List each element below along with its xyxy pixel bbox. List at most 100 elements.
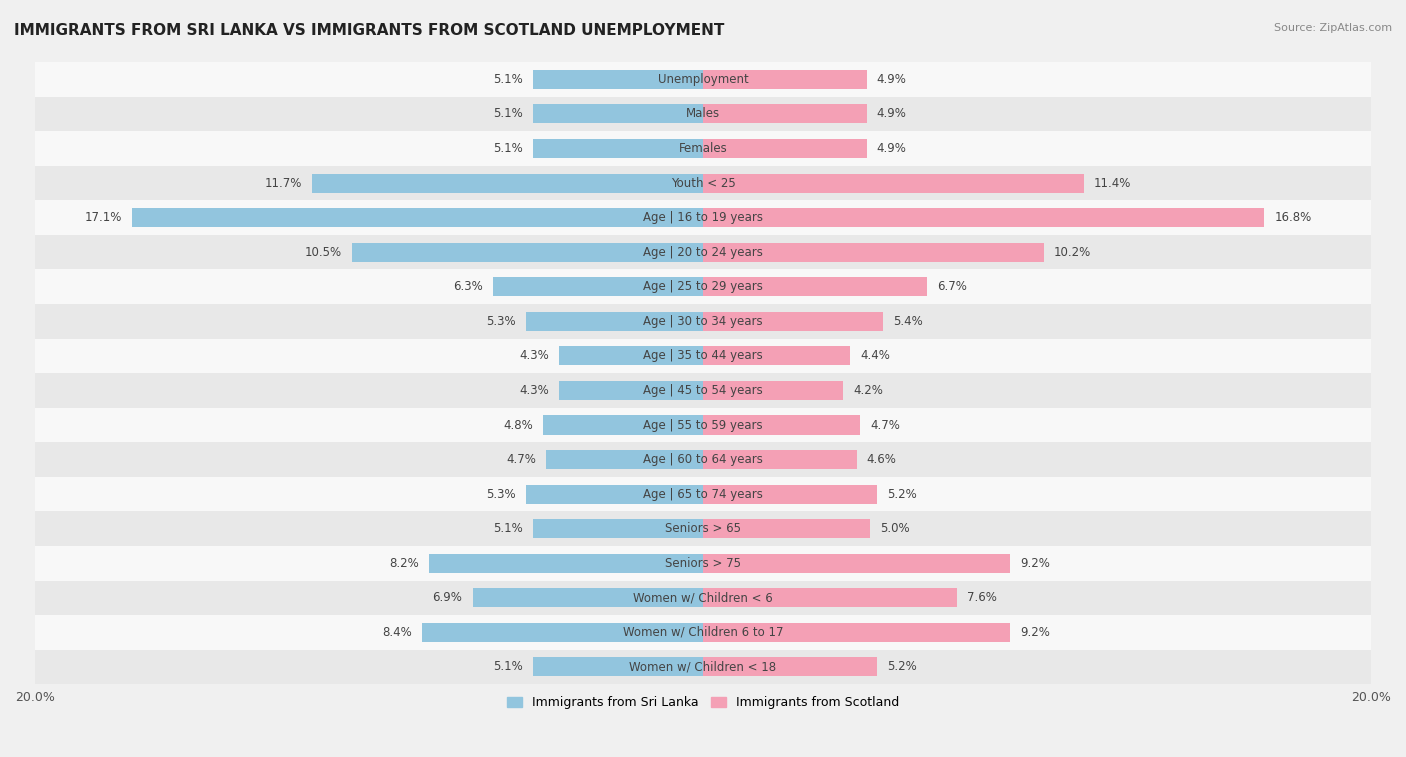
Bar — [35, 235, 1371, 269]
Text: Seniors > 75: Seniors > 75 — [665, 556, 741, 570]
Bar — [492, 277, 703, 296]
Bar — [429, 553, 703, 573]
Bar — [703, 139, 866, 158]
Text: IMMIGRANTS FROM SRI LANKA VS IMMIGRANTS FROM SCOTLAND UNEMPLOYMENT: IMMIGRANTS FROM SRI LANKA VS IMMIGRANTS … — [14, 23, 724, 38]
Bar — [35, 166, 1371, 201]
Text: Age | 20 to 24 years: Age | 20 to 24 years — [643, 246, 763, 259]
Text: 5.1%: 5.1% — [494, 142, 523, 155]
Bar — [35, 97, 1371, 131]
Text: 5.2%: 5.2% — [887, 660, 917, 674]
Text: 8.2%: 8.2% — [389, 556, 419, 570]
Bar — [35, 373, 1371, 408]
Bar — [543, 416, 703, 435]
Bar — [703, 484, 877, 503]
Text: 5.2%: 5.2% — [887, 488, 917, 500]
Text: 8.4%: 8.4% — [382, 626, 412, 639]
Bar — [353, 243, 703, 262]
Text: 6.9%: 6.9% — [433, 591, 463, 604]
Text: Age | 25 to 29 years: Age | 25 to 29 years — [643, 280, 763, 293]
Text: 4.9%: 4.9% — [877, 73, 907, 86]
Text: Age | 35 to 44 years: Age | 35 to 44 years — [643, 350, 763, 363]
Bar — [703, 70, 866, 89]
Text: 4.2%: 4.2% — [853, 384, 883, 397]
Text: Women w/ Children < 6: Women w/ Children < 6 — [633, 591, 773, 604]
Text: 9.2%: 9.2% — [1021, 556, 1050, 570]
Bar — [703, 623, 1011, 642]
Text: 5.4%: 5.4% — [893, 315, 924, 328]
Bar — [533, 139, 703, 158]
Text: Youth < 25: Youth < 25 — [671, 176, 735, 189]
Bar — [35, 512, 1371, 546]
Text: Source: ZipAtlas.com: Source: ZipAtlas.com — [1274, 23, 1392, 33]
Bar — [35, 546, 1371, 581]
Bar — [560, 347, 703, 366]
Text: 4.7%: 4.7% — [870, 419, 900, 431]
Text: 4.8%: 4.8% — [503, 419, 533, 431]
Bar — [560, 381, 703, 400]
Bar — [703, 553, 1011, 573]
Text: Women w/ Children < 18: Women w/ Children < 18 — [630, 660, 776, 674]
Text: 7.6%: 7.6% — [967, 591, 997, 604]
Text: 10.2%: 10.2% — [1053, 246, 1091, 259]
Bar — [703, 208, 1264, 227]
Text: Age | 30 to 34 years: Age | 30 to 34 years — [643, 315, 763, 328]
Bar — [35, 269, 1371, 304]
Text: 11.7%: 11.7% — [264, 176, 302, 189]
Text: 4.9%: 4.9% — [877, 142, 907, 155]
Bar — [35, 442, 1371, 477]
Bar — [703, 450, 856, 469]
Bar — [703, 657, 877, 677]
Text: Age | 65 to 74 years: Age | 65 to 74 years — [643, 488, 763, 500]
Legend: Immigrants from Sri Lanka, Immigrants from Scotland: Immigrants from Sri Lanka, Immigrants fr… — [502, 691, 904, 714]
Text: Age | 45 to 54 years: Age | 45 to 54 years — [643, 384, 763, 397]
Text: Age | 55 to 59 years: Age | 55 to 59 years — [643, 419, 763, 431]
Bar — [35, 304, 1371, 338]
Bar — [35, 477, 1371, 512]
Bar — [312, 173, 703, 192]
Text: 4.9%: 4.9% — [877, 107, 907, 120]
Bar — [35, 131, 1371, 166]
Text: 4.3%: 4.3% — [520, 384, 550, 397]
Text: 17.1%: 17.1% — [84, 211, 122, 224]
Text: 5.1%: 5.1% — [494, 660, 523, 674]
Text: 5.3%: 5.3% — [486, 315, 516, 328]
Bar — [533, 70, 703, 89]
Text: 10.5%: 10.5% — [305, 246, 342, 259]
Text: 5.1%: 5.1% — [494, 73, 523, 86]
Bar — [533, 519, 703, 538]
Text: 5.0%: 5.0% — [880, 522, 910, 535]
Bar — [472, 588, 703, 607]
Bar — [526, 312, 703, 331]
Bar — [35, 408, 1371, 442]
Bar — [703, 173, 1084, 192]
Bar — [35, 62, 1371, 97]
Bar — [703, 312, 883, 331]
Text: 6.7%: 6.7% — [936, 280, 967, 293]
Text: Males: Males — [686, 107, 720, 120]
Bar — [132, 208, 703, 227]
Bar — [703, 104, 866, 123]
Bar — [533, 657, 703, 677]
Bar — [703, 381, 844, 400]
Text: Unemployment: Unemployment — [658, 73, 748, 86]
Text: 5.1%: 5.1% — [494, 522, 523, 535]
Text: Seniors > 65: Seniors > 65 — [665, 522, 741, 535]
Bar — [526, 484, 703, 503]
Text: 4.7%: 4.7% — [506, 453, 536, 466]
Bar — [35, 338, 1371, 373]
Bar — [703, 416, 860, 435]
Bar — [422, 623, 703, 642]
Bar — [35, 650, 1371, 684]
Bar — [35, 615, 1371, 650]
Text: 16.8%: 16.8% — [1274, 211, 1312, 224]
Text: 11.4%: 11.4% — [1094, 176, 1132, 189]
Text: Females: Females — [679, 142, 727, 155]
Text: Age | 60 to 64 years: Age | 60 to 64 years — [643, 453, 763, 466]
Text: 6.3%: 6.3% — [453, 280, 482, 293]
Bar — [703, 347, 851, 366]
Bar — [703, 588, 957, 607]
Text: 4.6%: 4.6% — [866, 453, 897, 466]
Bar — [35, 581, 1371, 615]
Bar — [533, 104, 703, 123]
Bar — [703, 243, 1043, 262]
